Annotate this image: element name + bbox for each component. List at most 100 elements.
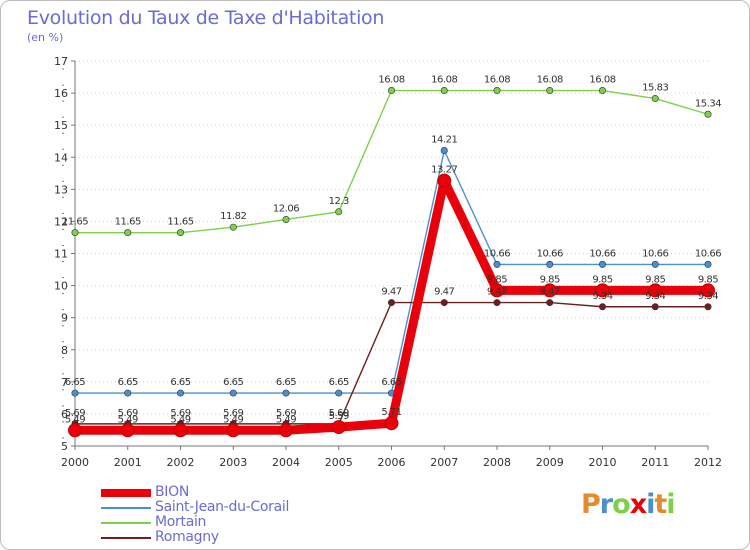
data-point xyxy=(279,423,293,438)
data-label-bion: 5.49 xyxy=(276,414,296,425)
data-point xyxy=(226,423,241,438)
y-tick-label: 13 xyxy=(54,183,68,196)
data-label-mortain: 12.3 xyxy=(329,196,349,207)
data-label-mortain: 16.08 xyxy=(537,75,563,86)
data-label-saint-jean-du-corail: 14.21 xyxy=(431,135,457,146)
data-label-mortain: 11.65 xyxy=(115,217,141,228)
y-tick-label: 5 xyxy=(61,440,68,453)
x-tick-label: 2006 xyxy=(378,456,406,469)
data-point xyxy=(704,303,712,311)
data-label-mortain: 16.08 xyxy=(484,75,510,86)
data-point xyxy=(124,229,132,237)
data-point xyxy=(546,87,554,95)
data-label-bion: 9.85 xyxy=(645,274,665,285)
data-label-saint-jean-du-corail: 10.66 xyxy=(695,248,721,259)
data-point xyxy=(229,389,237,397)
x-tick-label: 2007 xyxy=(430,456,458,469)
data-label-mortain: 16.08 xyxy=(378,75,404,86)
data-label-saint-jean-du-corail: 6.65 xyxy=(276,377,296,388)
data-point xyxy=(704,110,712,118)
data-point xyxy=(598,260,606,268)
data-point xyxy=(68,423,82,438)
series-bion xyxy=(68,173,715,438)
logo-letter: P xyxy=(581,489,601,520)
data-label-romagny: 5.69 xyxy=(170,408,190,419)
x-tick-label: 2005 xyxy=(325,456,353,469)
x-tick-label: 2012 xyxy=(694,456,722,469)
data-label-romagny: 9.47 xyxy=(381,287,401,298)
data-point xyxy=(493,260,501,268)
data-point xyxy=(335,389,343,397)
data-label-romagny: 9.47 xyxy=(487,287,507,298)
legend-swatch xyxy=(101,522,151,524)
data-label-mortain: 15.34 xyxy=(695,98,721,109)
data-point xyxy=(282,389,290,397)
y-tick-label: 11 xyxy=(54,248,68,261)
logo-letter: t xyxy=(654,489,667,520)
series-line-saint-jean-du-corail xyxy=(74,149,709,394)
x-tick-label: 2001 xyxy=(114,456,142,469)
data-label-saint-jean-du-corail: 10.66 xyxy=(589,248,615,259)
data-label-romagny: 9.34 xyxy=(698,291,718,302)
legend-swatch xyxy=(101,507,151,509)
data-label-romagny: 9.47 xyxy=(434,287,454,298)
data-point xyxy=(490,283,504,298)
x-tick-label: 2010 xyxy=(589,456,617,469)
data-point xyxy=(648,283,663,298)
data-point xyxy=(440,299,448,307)
data-point xyxy=(595,283,610,298)
data-label-romagny: 9.34 xyxy=(645,291,665,302)
data-label-mortain: 16.08 xyxy=(431,75,457,86)
y-tick-label: 6 xyxy=(61,408,68,421)
legend-label: Mortain xyxy=(155,514,207,530)
data-label-mortain: 11.65 xyxy=(167,217,193,228)
data-point xyxy=(651,303,659,311)
data-point xyxy=(651,260,659,268)
data-label-bion: 5.49 xyxy=(223,414,243,425)
data-label-saint-jean-du-corail: 10.66 xyxy=(642,248,668,259)
data-label-bion: 5.49 xyxy=(118,414,138,425)
data-point xyxy=(598,87,606,95)
data-point xyxy=(120,423,135,438)
data-point xyxy=(124,389,132,397)
x-tick-label: 2003 xyxy=(219,456,247,469)
data-label-saint-jean-du-corail: 6.65 xyxy=(65,377,85,388)
data-point xyxy=(440,147,448,155)
data-label-romagny: 5.69 xyxy=(329,408,349,419)
y-tick-label: 15 xyxy=(54,119,68,132)
data-point xyxy=(546,299,554,307)
data-point xyxy=(437,173,452,188)
data-label-bion: 9.85 xyxy=(698,274,718,285)
y-tick-label: 7 xyxy=(61,376,68,389)
data-label-saint-jean-du-corail: 10.66 xyxy=(537,248,563,259)
data-label-romagny: 9.34 xyxy=(592,291,612,302)
chart-subtitle: (en %) xyxy=(27,31,64,44)
data-point xyxy=(173,423,188,438)
data-point xyxy=(387,87,395,95)
data-point xyxy=(493,87,501,95)
y-tick-label: 14 xyxy=(54,151,68,164)
x-tick-label: 2004 xyxy=(272,456,300,469)
y-tick-label: 17 xyxy=(54,55,68,68)
data-label-bion: 9.85 xyxy=(592,274,612,285)
logo-letter: i xyxy=(666,489,675,520)
y-tick-label: 8 xyxy=(61,344,68,357)
data-point xyxy=(71,389,79,397)
data-label-mortain: 11.65 xyxy=(62,217,88,228)
data-label-romagny: 5.69 xyxy=(276,408,296,419)
y-tick-label: 12 xyxy=(54,215,68,228)
x-tick-label: 2011 xyxy=(641,456,669,469)
data-label-bion: 9.85 xyxy=(487,274,507,285)
data-label-saint-jean-du-corail: 6.65 xyxy=(223,377,243,388)
data-label-mortain: 12.06 xyxy=(273,203,299,214)
data-point xyxy=(71,229,79,237)
series-saint-jean-du-corail xyxy=(71,147,712,397)
data-label-saint-jean-du-corail: 6.65 xyxy=(329,377,349,388)
data-label-romagny: 5.69 xyxy=(65,408,85,419)
data-label-mortain: 15.83 xyxy=(642,83,668,94)
logo-letter: x xyxy=(629,489,647,520)
data-point xyxy=(546,260,554,268)
y-tick-label: 16 xyxy=(54,87,68,100)
